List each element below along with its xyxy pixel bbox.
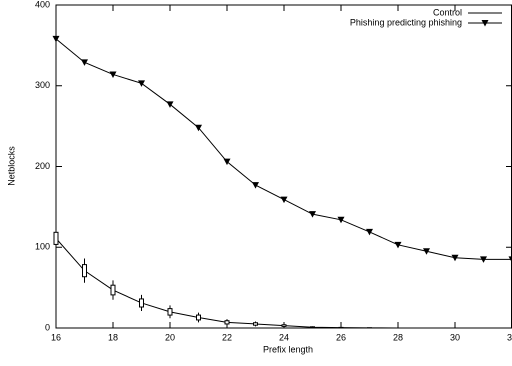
y-axis-label: Netblocks: [6, 146, 16, 186]
error-box: [310, 326, 315, 329]
error-box: [82, 264, 87, 278]
y-tick-label: 0: [45, 322, 50, 332]
x-tick-label: 32: [507, 332, 512, 342]
x-tick-label: 30: [450, 332, 460, 342]
error-box: [196, 314, 201, 321]
x-tick-label: 28: [393, 332, 403, 342]
point-marker: [195, 124, 202, 132]
point-marker: [394, 241, 402, 249]
point-marker: [109, 71, 117, 78]
y-tick-label: 400: [35, 0, 50, 9]
error-box: [110, 284, 116, 296]
legend-label: Phishing predicting phishing: [350, 17, 462, 27]
error-box: [53, 231, 59, 245]
point-marker: [366, 228, 373, 236]
series-line: [55, 238, 512, 329]
point-marker: [166, 101, 174, 108]
error-box: [253, 322, 258, 326]
point-marker: [223, 158, 231, 166]
x-tick-label: 16: [51, 332, 61, 342]
x-axis-label: Prefix length: [263, 344, 313, 354]
x-tick-label: 24: [279, 332, 289, 342]
error-box: [224, 320, 230, 325]
point-marker: [309, 211, 316, 218]
point-marker: [138, 80, 145, 87]
y-tick-label: 300: [35, 80, 50, 90]
point-marker: [52, 35, 60, 43]
point-marker: [280, 196, 288, 204]
y-tick-label: 200: [35, 161, 50, 171]
point-marker: [252, 182, 259, 189]
error-box: [139, 298, 144, 308]
point-marker: [480, 256, 487, 263]
y-tick-label: 100: [35, 242, 50, 252]
x-tick-label: 26: [336, 332, 346, 342]
point-marker: [337, 216, 345, 224]
series-line: [55, 38, 512, 260]
legend-marker: [481, 20, 489, 27]
point-marker: [81, 59, 88, 66]
x-tick-label: 18: [108, 332, 118, 342]
plot-frame: [55, 4, 512, 329]
x-tick-label: 20: [165, 332, 175, 342]
point-marker: [508, 256, 512, 263]
point-marker: [451, 254, 459, 262]
legend-label: Control: [433, 7, 462, 17]
error-box: [281, 324, 287, 327]
x-tick-label: 22: [222, 332, 232, 342]
error-box: [167, 308, 173, 316]
point-marker: [423, 248, 430, 255]
